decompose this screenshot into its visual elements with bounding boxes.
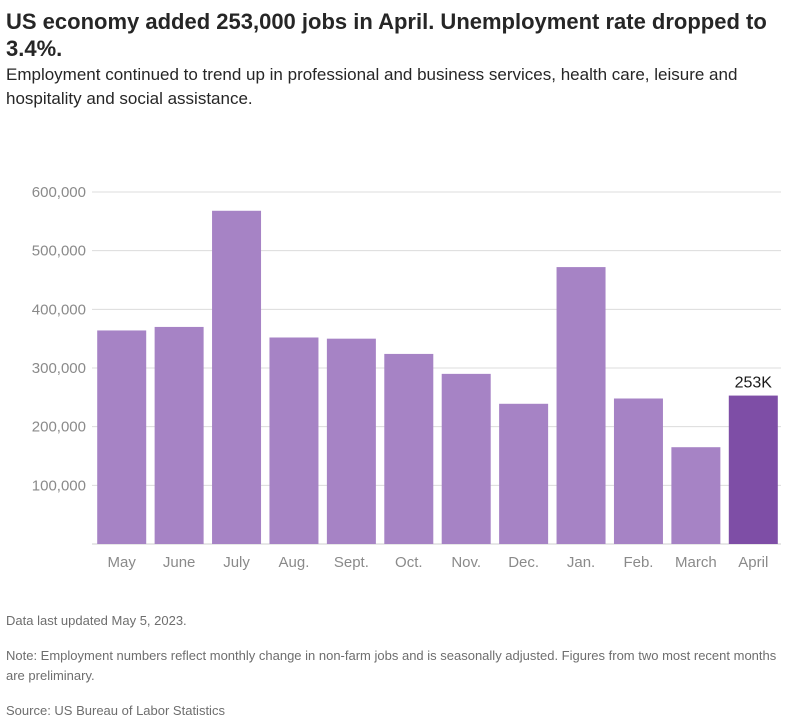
bars bbox=[97, 210, 778, 545]
x-tick-label: Dec. bbox=[508, 554, 539, 571]
gridlines bbox=[92, 191, 781, 545]
y-axis-tick-labels: 100,000 200,000 300,000 400,000 500,000 600,0… bbox=[32, 184, 86, 494]
y-tick-label: 300,000 bbox=[32, 360, 86, 377]
methodology-note: Note: Employment numbers reflect monthly… bbox=[6, 648, 777, 683]
bar bbox=[728, 395, 778, 544]
x-tick-label: Sept. bbox=[334, 554, 369, 571]
x-tick-label: March bbox=[675, 554, 717, 571]
annotations: 253K bbox=[735, 375, 773, 392]
y-tick-label: 400,000 bbox=[32, 301, 86, 318]
bar bbox=[97, 330, 147, 544]
y-tick-label: 500,000 bbox=[32, 243, 86, 260]
x-tick-label: Jan. bbox=[567, 554, 595, 571]
x-tick-label: Aug. bbox=[279, 554, 310, 571]
bar bbox=[384, 353, 434, 544]
bar bbox=[269, 337, 319, 544]
bar bbox=[613, 398, 663, 544]
bar bbox=[212, 210, 262, 545]
bar bbox=[326, 338, 376, 544]
bar bbox=[556, 267, 606, 544]
y-tick-label: 600,000 bbox=[32, 184, 86, 201]
x-tick-label: Oct. bbox=[395, 554, 423, 571]
x-tick-label: April bbox=[738, 554, 768, 571]
y-tick-label: 100,000 bbox=[32, 477, 86, 494]
bar bbox=[671, 447, 721, 544]
bar-value-label: 253K bbox=[735, 375, 773, 392]
x-tick-label: May bbox=[108, 554, 137, 571]
chart-subtitle: Employment continued to trend up in prof… bbox=[6, 65, 738, 108]
data-updated-note: Data last updated May 5, 2023. bbox=[6, 613, 187, 628]
x-tick-label: Nov. bbox=[451, 554, 481, 571]
x-tick-label: Feb. bbox=[623, 554, 653, 571]
x-tick-label: July bbox=[223, 554, 250, 571]
y-tick-label: 200,000 bbox=[32, 419, 86, 436]
bar bbox=[499, 403, 549, 544]
source-note: Source: US Bureau of Labor Statistics bbox=[6, 703, 225, 718]
x-axis-tick-labels: May June July Aug. Sept. Oct. Nov. Dec. Jan. Feb.… bbox=[108, 554, 769, 571]
chart-title: US economy added 253,000 jobs in April. … bbox=[6, 9, 767, 61]
bar bbox=[154, 326, 204, 544]
x-tick-label: June bbox=[163, 554, 196, 571]
bar bbox=[441, 373, 491, 544]
bar-chart: 100,000 200,000 300,000 400,000 500,000 600,0… bbox=[32, 184, 781, 571]
